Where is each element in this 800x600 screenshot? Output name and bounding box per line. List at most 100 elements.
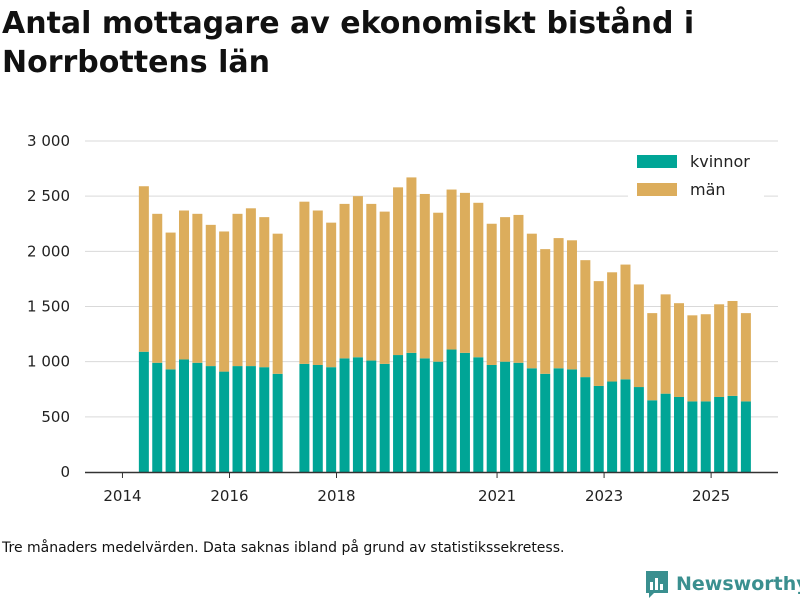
bar-män (553, 238, 564, 369)
bar-män (700, 314, 711, 402)
bar-kvinnor (138, 351, 149, 472)
bar-kvinnor (192, 362, 203, 472)
bar-män (179, 210, 189, 360)
bar-kvinnor (459, 352, 470, 472)
bar-kvinnor (312, 364, 323, 472)
bar-kvinnor (500, 361, 511, 472)
bar-kvinnor (593, 385, 604, 472)
bar-män (486, 223, 497, 365)
bar-män (674, 303, 684, 397)
bar-män (138, 186, 149, 352)
bar-män (339, 203, 350, 359)
x-tick-label: 2023 (585, 487, 623, 505)
x-tick-label: 2021 (478, 487, 516, 505)
legend-swatch-kvinnor (637, 155, 677, 168)
x-axis: 2014 2016 2018 2021 2023 2025 (85, 471, 778, 505)
bar-män (647, 313, 658, 401)
bar-män (513, 214, 524, 363)
bar-kvinnor (272, 373, 283, 472)
bar-kvinnor (540, 373, 551, 472)
brand-name: Newsworthy (676, 573, 800, 595)
bar-män (192, 213, 203, 363)
chart-title: Antal mottagare av ekonomiskt bistånd i … (2, 6, 695, 80)
y-tick-label: 2 500 (27, 187, 70, 205)
x-tick-label: 2018 (317, 487, 355, 505)
bar-män (500, 217, 511, 362)
bar-män (219, 231, 230, 372)
bar-kvinnor (259, 367, 270, 472)
x-tick-label: 2016 (210, 487, 248, 505)
x-tick-label: 2025 (692, 487, 730, 505)
bar-män (406, 177, 417, 353)
bar-män (580, 260, 591, 378)
bar-män (660, 294, 671, 394)
bar-kvinnor (486, 364, 497, 472)
bar-kvinnor (620, 379, 631, 472)
legend: kvinnor män (628, 146, 764, 199)
y-axis-labels: 0 500 1 000 1 500 2 000 2 500 3 000 (27, 132, 70, 481)
legend-label-män: män (690, 180, 726, 199)
y-tick-label: 500 (41, 408, 70, 426)
bar-män (620, 264, 631, 380)
bar-män (152, 213, 163, 363)
bar-kvinnor (393, 355, 404, 472)
bar-män (205, 224, 216, 367)
brand-logo[interactable]: Newsworthy (644, 568, 800, 600)
bar-kvinnor (633, 387, 644, 472)
bar-män (727, 300, 738, 396)
bar-kvinnor (366, 360, 377, 472)
bar-män (740, 313, 751, 402)
bar-män (687, 315, 698, 402)
bar-kvinnor (687, 401, 698, 472)
bar-män (165, 232, 176, 370)
bar-kvinnor (580, 377, 591, 472)
y-tick-label: 2 000 (27, 242, 70, 260)
bar-kvinnor (647, 400, 658, 472)
bar-kvinnor (299, 363, 310, 472)
y-tick-label: 1 500 (27, 298, 70, 316)
bar-kvinnor (406, 352, 417, 472)
bar-kvinnor (433, 361, 444, 472)
bar-kvinnor (379, 363, 390, 472)
bar-män (379, 211, 390, 364)
bar-män (419, 193, 430, 359)
bar-kvinnor (740, 401, 751, 472)
y-tick-label: 3 000 (27, 132, 70, 150)
footnote: Tre månaders medelvärden. Data saknas ib… (2, 540, 565, 556)
bar-kvinnor (660, 393, 671, 472)
bar-män (245, 208, 256, 367)
bar-män (526, 233, 537, 369)
bar-män (593, 281, 604, 386)
bar-män (459, 192, 470, 353)
bar-kvinnor (152, 362, 163, 472)
bar-män (272, 233, 283, 374)
bar-kvinnor (727, 395, 738, 472)
bar-kvinnor (419, 358, 430, 472)
bar-kvinnor (352, 357, 363, 472)
bar-kvinnor (714, 396, 725, 472)
bar-män (633, 284, 644, 388)
bar-kvinnor (526, 368, 537, 472)
bar-kvinnor (607, 381, 618, 472)
legend-swatch-män (637, 183, 677, 196)
bar-män (232, 213, 243, 367)
bar-kvinnor (446, 349, 457, 472)
bar-kvinnor (339, 358, 350, 472)
bar-kvinnor (326, 367, 337, 472)
bar-män (473, 202, 484, 358)
bar-män (312, 210, 323, 365)
bar-kvinnor (219, 371, 230, 472)
bar-kvinnor (566, 369, 577, 472)
y-tick-label: 0 (60, 463, 70, 481)
bar-män (366, 203, 377, 361)
bar-män (299, 201, 310, 364)
bar-kvinnor (245, 366, 256, 472)
bar-män (352, 196, 363, 358)
y-tick-label: 1 000 (27, 353, 70, 371)
bar-kvinnor (700, 401, 711, 472)
bar-kvinnor (513, 362, 524, 472)
bar-män (326, 222, 337, 368)
bar-kvinnor (553, 368, 564, 472)
bar-män (446, 189, 457, 350)
